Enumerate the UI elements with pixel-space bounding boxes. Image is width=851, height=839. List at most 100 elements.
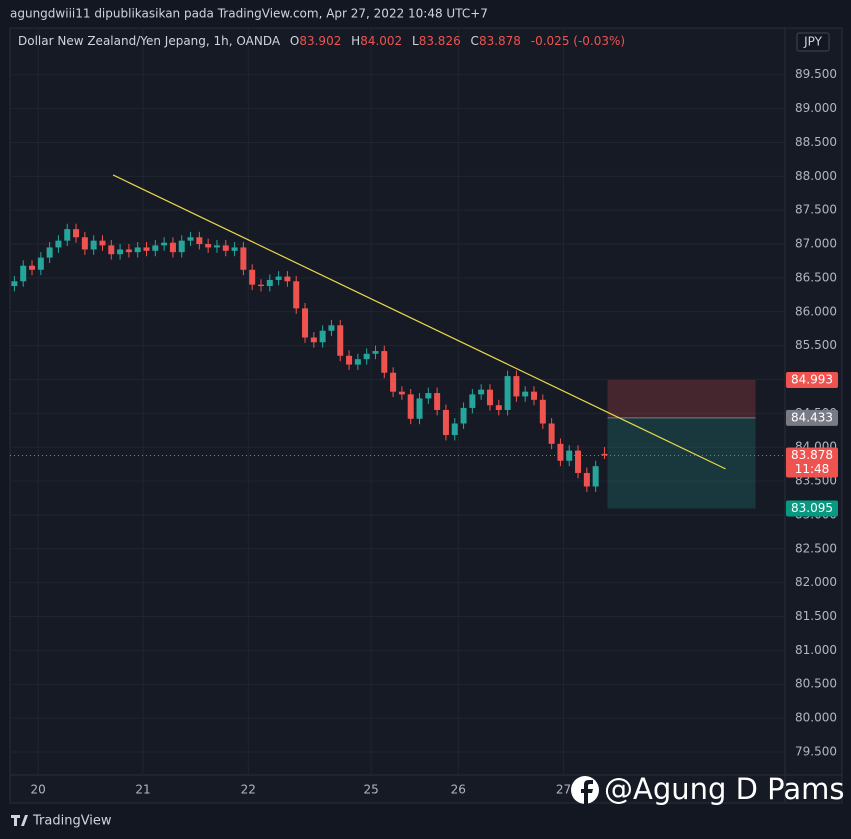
candle-body: [548, 423, 555, 444]
currency-label: JPY: [803, 35, 823, 49]
candle-body: [205, 244, 212, 248]
y-tick-label: 82.000: [795, 575, 837, 589]
candle-body: [310, 337, 317, 343]
stop-zone: [607, 379, 756, 418]
candle-body: [152, 245, 159, 251]
candle-body: [11, 281, 18, 287]
y-tick-label: 82.500: [795, 541, 837, 555]
candle-body: [575, 450, 582, 473]
x-tick-label: 20: [31, 783, 46, 797]
y-tick-label: 80.000: [795, 711, 837, 725]
y-tick-label: 89.000: [795, 101, 837, 115]
symbol-title: Dollar New Zealand/Yen Jepang, 1h, OANDA: [18, 34, 281, 48]
candle-body: [73, 229, 80, 238]
publisher-line: agungdwiii11 dipublikasikan pada Trading…: [10, 7, 488, 21]
entry-price-box: [786, 409, 838, 426]
x-tick-label: 21: [135, 783, 150, 797]
candle-body: [346, 355, 353, 365]
candle-body: [407, 394, 414, 419]
high-value: 84.002: [360, 34, 403, 48]
candle-body: [134, 247, 141, 253]
y-tick-label: 81.500: [795, 609, 837, 623]
trendline: [112, 174, 726, 470]
candle-body: [319, 330, 326, 343]
y-tick-label: 87.000: [795, 237, 837, 251]
candle-body: [302, 308, 309, 338]
last-price-time: 11:48: [795, 462, 830, 476]
candle-body: [178, 240, 185, 253]
change-percent: (-0.03%): [573, 34, 626, 48]
candle-body: [284, 276, 291, 282]
candle-body: [372, 351, 379, 354]
y-tick-label: 86.500: [795, 270, 837, 284]
candle-body: [29, 265, 36, 270]
candle-body: [99, 240, 106, 246]
candle-body: [495, 405, 502, 410]
candle-body: [381, 351, 388, 373]
candle-body: [169, 242, 176, 253]
x-tick-label: 26: [451, 783, 466, 797]
target-price-label: 83.095: [791, 501, 833, 515]
candle-body: [20, 265, 27, 282]
y-tick-label: 86.000: [795, 304, 837, 318]
candle-body: [486, 389, 493, 406]
x-tick-label: 22: [241, 783, 256, 797]
y-tick-label: 80.500: [795, 677, 837, 691]
last-price-label: 83.878: [791, 448, 833, 462]
close-value: 83.878: [478, 34, 521, 48]
candle-body: [328, 325, 335, 331]
facebook-glyph: [581, 780, 593, 805]
candle-body: [37, 257, 44, 270]
y-tick-label: 81.000: [795, 643, 837, 657]
candle-body: [513, 376, 520, 397]
candle-body: [196, 237, 203, 245]
candle-body: [416, 398, 423, 419]
y-tick-label: 88.500: [795, 135, 837, 149]
candle-body: [266, 279, 273, 287]
x-tick-label: 25: [363, 783, 378, 797]
symbol-legend: Dollar New Zealand/Yen Jepang, 1h, OANDA…: [18, 34, 625, 48]
tradingview-logo: [11, 815, 28, 826]
candle-body: [539, 399, 546, 424]
candle-body: [64, 229, 71, 241]
plot: [10, 174, 785, 509]
target-zone: [607, 417, 756, 509]
candle-body: [187, 237, 194, 241]
candle-body: [434, 393, 441, 410]
y-tick-label: 88.000: [795, 169, 837, 183]
candle-body: [557, 443, 564, 461]
candle-body: [583, 472, 590, 487]
candle-body: [55, 240, 62, 248]
entry-price-label: 84.433: [791, 410, 833, 424]
candle-body: [398, 391, 405, 395]
low-value: 83.826: [418, 34, 461, 48]
close-label: C: [470, 34, 479, 48]
candle-body: [125, 249, 132, 253]
candle-body: [275, 276, 282, 280]
x-tick-label: 27: [556, 783, 571, 797]
candle-body: [504, 376, 511, 410]
axes: 79.500 80.000 80.500 81.000 81.500 82.000 82.5…: [31, 67, 838, 797]
candle-body: [90, 240, 97, 250]
candle-body: [363, 353, 370, 360]
open-value: 83.902: [299, 34, 342, 48]
candle-body: [425, 393, 432, 399]
candle-body: [231, 247, 238, 251]
last-price-box: [786, 447, 838, 478]
candle-body: [117, 249, 124, 255]
change-value: -0.025: [530, 34, 570, 48]
candle-body: [601, 453, 608, 456]
candle-body: [257, 284, 264, 287]
candle-body: [566, 450, 573, 461]
candle-body: [81, 237, 88, 250]
candle-body: [522, 391, 529, 397]
low-label: L: [412, 34, 419, 48]
candle-body: [337, 325, 344, 356]
stop-price-label: 84.993: [791, 372, 833, 386]
footer-logo: TradingView: [11, 814, 112, 829]
candle-body: [354, 359, 361, 365]
candle-body: [240, 247, 247, 270]
candle-body: [442, 409, 449, 436]
y-tick-label: 87.500: [795, 203, 837, 217]
